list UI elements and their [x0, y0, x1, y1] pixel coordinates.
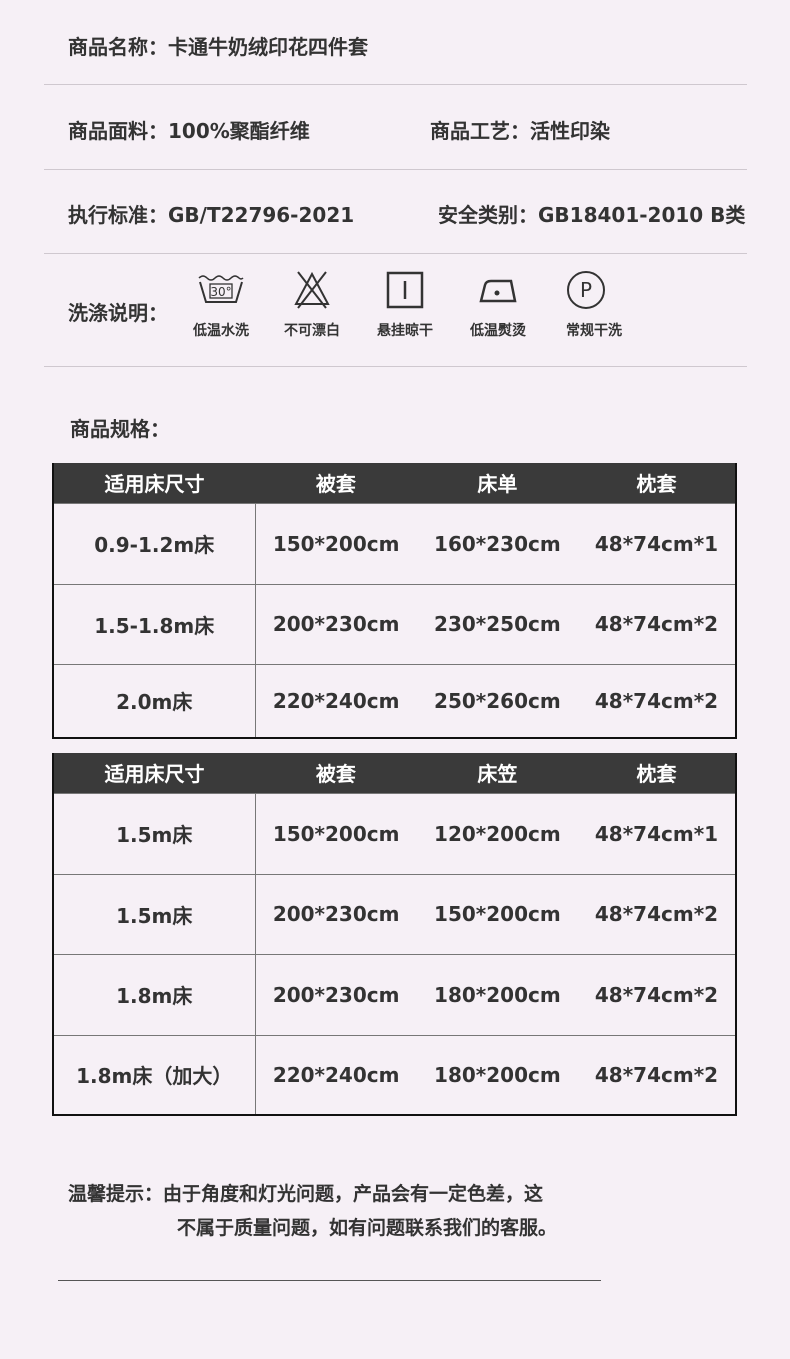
table-row: 2.0m床 220*240cm 250*260cm 48*74cm*2: [53, 663, 736, 738]
wash-30-icon: 30°: [191, 268, 251, 312]
no-bleach-icon: [282, 268, 342, 312]
dry-clean-p-icon: P: [556, 268, 616, 312]
wash-label-no-bleach: 不可漂白: [284, 323, 340, 339]
cell: 200*230cm: [255, 953, 417, 1035]
spec-table-1: 适用床尺寸 被套 床单 枕套 0.9-1.2m床 150*200cm 160*230…: [52, 463, 737, 739]
hang-dry-icon: [375, 268, 435, 312]
wash-label: 洗涤说明：: [68, 301, 168, 325]
cell: 160*230cm: [416, 502, 578, 584]
product-fabric: 商品面料：100%聚酯纤维: [68, 119, 310, 143]
table-row: 1.8m床（加大） 220*240cm 180*200cm 48*74cm*2: [53, 1034, 736, 1115]
cell: 150*200cm: [255, 502, 417, 584]
table-row: 1.8m床 200*230cm 180*200cm 48*74cm*2: [53, 953, 736, 1035]
col-header: 被套: [255, 753, 417, 793]
cell: 1.8m床: [53, 953, 256, 1035]
col-header: 枕套: [577, 753, 736, 793]
divider: [44, 84, 747, 85]
cell: 48*74cm*2: [577, 1034, 736, 1115]
col-header: 床笠: [416, 753, 578, 793]
cell: 150*200cm: [255, 792, 417, 874]
wash-label-dry-clean: 常规干洗: [566, 323, 622, 339]
cell: 150*200cm: [416, 873, 578, 954]
col-header: 适用床尺寸: [53, 753, 255, 793]
bottom-divider: [58, 1280, 601, 1281]
cell: 1.8m床（加大）: [53, 1034, 256, 1115]
divider: [44, 169, 747, 170]
cell: 180*200cm: [416, 1034, 578, 1115]
note-label: 温馨提示：: [68, 1183, 164, 1205]
cell: 200*230cm: [255, 583, 417, 664]
cell: 48*74cm*2: [577, 583, 736, 664]
table-header: 适用床尺寸 被套 床笠 枕套: [53, 753, 736, 793]
spec-label: 商品规格：: [70, 417, 170, 441]
wash-label-low-temp: 低温水洗: [193, 323, 249, 339]
cell: 48*74cm*2: [577, 873, 736, 954]
cell: 120*200cm: [416, 792, 578, 874]
cell: 48*74cm*2: [577, 663, 736, 738]
col-header: 床单: [416, 463, 578, 503]
cell: 230*250cm: [416, 583, 578, 664]
table-row: 1.5m床 150*200cm 120*200cm 48*74cm*1: [53, 792, 736, 874]
svg-text:30°: 30°: [210, 285, 231, 299]
col-header: 被套: [255, 463, 417, 503]
col-header: 适用床尺寸: [53, 463, 255, 503]
spec-table-2: 适用床尺寸 被套 床笠 枕套 1.5m床 150*200cm 120*200cm 48…: [52, 753, 737, 1116]
product-name: 商品名称：卡通牛奶绒印花四件套: [68, 35, 368, 59]
svg-text:P: P: [580, 278, 592, 302]
cell: 1.5-1.8m床: [53, 583, 256, 664]
table-row: 0.9-1.2m床 150*200cm 160*230cm 48*74cm*1: [53, 502, 736, 584]
divider: [44, 253, 747, 254]
table-row: 1.5m床 200*230cm 150*200cm 48*74cm*2: [53, 873, 736, 954]
cell: 180*200cm: [416, 953, 578, 1035]
low-iron-icon: [468, 268, 528, 312]
divider: [44, 366, 747, 367]
wash-label-low-iron: 低温熨烫: [470, 323, 526, 339]
note: 温馨提示：由于角度和灯光问题，产品会有一定色差，这 不属于质量问题，如有问题联系…: [68, 1177, 557, 1245]
cell: 200*230cm: [255, 873, 417, 954]
cell: 220*240cm: [255, 1034, 417, 1115]
cell: 1.5m床: [53, 873, 256, 954]
product-craft: 商品工艺：活性印染: [430, 119, 610, 143]
cell: 48*74cm*1: [577, 502, 736, 584]
cell: 1.5m床: [53, 792, 256, 874]
note-line-1: 由于角度和灯光问题，产品会有一定色差，这: [163, 1183, 544, 1205]
col-header: 枕套: [577, 463, 736, 503]
standard: 执行标准：GB/T22796-2021: [68, 203, 355, 227]
cell: 2.0m床: [53, 663, 256, 738]
table-row: 1.5-1.8m床 200*230cm 230*250cm 48*74cm*2: [53, 583, 736, 664]
note-line-2: 不属于质量问题，如有问题联系我们的客服。: [177, 1217, 558, 1239]
safety-class: 安全类别：GB18401-2010 B类: [438, 203, 746, 227]
wash-label-hang-dry: 悬挂晾干: [377, 323, 433, 339]
cell: 48*74cm*1: [577, 792, 736, 874]
table-header: 适用床尺寸 被套 床单 枕套: [53, 463, 736, 503]
cell: 48*74cm*2: [577, 953, 736, 1035]
cell: 0.9-1.2m床: [53, 502, 256, 584]
cell: 250*260cm: [416, 663, 578, 738]
cell: 220*240cm: [255, 663, 417, 738]
